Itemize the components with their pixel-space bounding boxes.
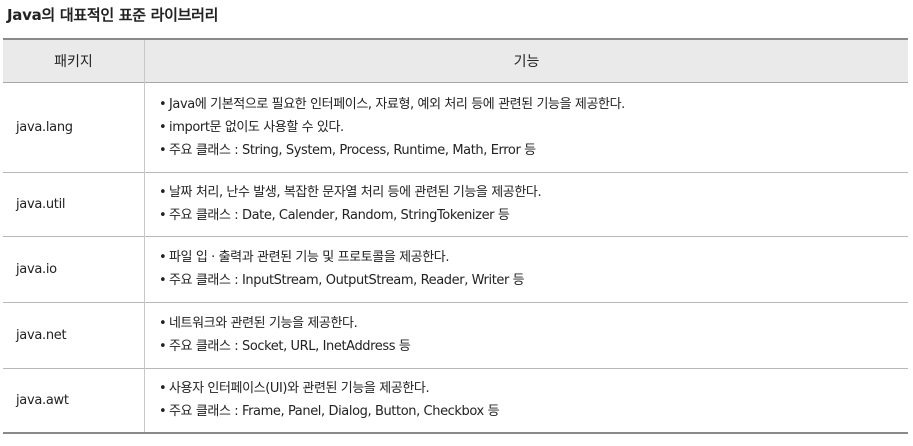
function-cell: • 파일 입 · 출력과 관련된 기능 및 프로토콜을 제공한다. • 주요 클래스… — [145, 236, 909, 302]
list-item: • Java에 기본적으로 필요한 인터페이스, 자료형, 예외 처리 등에 관련… — [159, 93, 908, 116]
package-name: java.util — [3, 172, 145, 236]
bullet-icon: • — [159, 339, 167, 354]
list-item: • import문 없이도 사용할 수 있다. — [159, 116, 908, 139]
package-name: java.net — [3, 302, 145, 368]
bullet-icon: • — [159, 208, 167, 223]
list-item: • 네트워크와 관련된 기능을 제공한다. — [159, 312, 908, 335]
list-item: • 사용자 인터페이스(UI)와 관련된 기능을 제공한다. — [159, 377, 908, 400]
list-item-text: 날짜 처리, 난수 발생, 복잡한 문자열 처리 등에 관련된 기능을 제공한다… — [169, 185, 542, 200]
bullet-icon: • — [159, 404, 167, 420]
page-title: Java의 대표적인 표준 라이브러리 — [7, 6, 219, 24]
list-item-text: 네트워크와 관련된 기능을 제공한다. — [169, 316, 358, 331]
list-item: • 주요 클래스 : Frame, Panel, Dialog, Button, … — [159, 400, 908, 423]
bullet-icon: • — [159, 381, 167, 397]
function-list: • Java에 기본적으로 필요한 인터페이스, 자료형, 예외 처리 등에 관련… — [159, 93, 908, 162]
function-list: • 날짜 처리, 난수 발생, 복잡한 문자열 처리 등에 관련된 기능을 제공한… — [159, 181, 908, 227]
table-row: java.lang • Java에 기본적으로 필요한 인터페이스, 자료형, 예… — [3, 82, 908, 172]
bullet-icon: • — [159, 142, 167, 158]
header-row: 패키지 기능 — [3, 39, 908, 82]
function-cell: • 사용자 인터페이스(UI)와 관련된 기능을 제공한다. • 주요 클래스 : … — [145, 368, 909, 433]
list-item-text: 주요 클래스 : InputStream, OutputStream, Read… — [169, 273, 525, 288]
function-cell: • 날짜 처리, 난수 발생, 복잡한 문자열 처리 등에 관련된 기능을 제공한… — [145, 172, 909, 236]
package-name: java.lang — [3, 82, 145, 172]
library-table: 패키지 기능 java.lang • Java에 기본적으로 필요한 인터페이스,… — [3, 38, 908, 434]
header-package: 패키지 — [3, 39, 145, 82]
function-list: • 사용자 인터페이스(UI)와 관련된 기능을 제공한다. • 주요 클래스 : … — [159, 377, 908, 423]
list-item-text: 파일 입 · 출력과 관련된 기능 및 프로토콜을 제공한다. — [169, 250, 450, 265]
list-item-text: import문 없이도 사용할 수 있다. — [169, 119, 344, 135]
list-item-text: 주요 클래스 : Socket, URL, InetAddress 등 — [169, 339, 411, 354]
list-item: • 주요 클래스 : Socket, URL, InetAddress 등 — [159, 335, 908, 358]
list-item-text: 주요 클래스 : Frame, Panel, Dialog, Button, C… — [169, 404, 500, 420]
bullet-icon: • — [159, 96, 167, 112]
function-cell: • Java에 기본적으로 필요한 인터페이스, 자료형, 예외 처리 등에 관련… — [145, 82, 909, 172]
list-item: • 날짜 처리, 난수 발생, 복잡한 문자열 처리 등에 관련된 기능을 제공한… — [159, 181, 908, 204]
list-item-text: Java에 기본적으로 필요한 인터페이스, 자료형, 예외 처리 등에 관련된… — [169, 96, 625, 112]
function-cell: • 네트워크와 관련된 기능을 제공한다. • 주요 클래스 : Socket, U… — [145, 302, 909, 368]
list-item-text: 사용자 인터페이스(UI)와 관련된 기능을 제공한다. — [169, 381, 430, 397]
list-item-text: 주요 클래스 : String, System, Process, Runtim… — [169, 142, 536, 158]
bullet-icon: • — [159, 273, 167, 288]
bullet-icon: • — [159, 316, 167, 331]
function-list: • 파일 입 · 출력과 관련된 기능 및 프로토콜을 제공한다. • 주요 클래스… — [159, 246, 908, 292]
list-item: • 주요 클래스 : Date, Calender, Random, String… — [159, 204, 908, 227]
list-item: • 주요 클래스 : String, System, Process, Runti… — [159, 139, 908, 162]
header-function: 기능 — [513, 53, 540, 70]
list-item: • 주요 클래스 : InputStream, OutputStream, Rea… — [159, 269, 908, 292]
bullet-icon: • — [159, 119, 167, 135]
list-item-text: 주요 클래스 : Date, Calender, Random, StringT… — [169, 208, 510, 223]
function-list: • 네트워크와 관련된 기능을 제공한다. • 주요 클래스 : Socket, U… — [159, 312, 908, 358]
list-item: • 파일 입 · 출력과 관련된 기능 및 프로토콜을 제공한다. — [159, 246, 908, 269]
table-header: 패키지 기능 — [3, 39, 908, 82]
bullet-icon: • — [159, 250, 167, 265]
table-body: java.lang • Java에 기본적으로 필요한 인터페이스, 자료형, 예… — [3, 82, 908, 433]
bullet-icon: • — [159, 185, 167, 200]
package-name: java.io — [3, 236, 145, 302]
package-name: java.awt — [3, 368, 145, 433]
table-row: java.net • 네트워크와 관련된 기능을 제공한다. • 주요 클래스 : … — [3, 302, 908, 368]
table-row: java.awt • 사용자 인터페이스(UI)와 관련된 기능을 제공한다. •… — [3, 368, 908, 433]
table-row: java.util • 날짜 처리, 난수 발생, 복잡한 문자열 처리 등에 관… — [3, 172, 908, 236]
table-row: java.io • 파일 입 · 출력과 관련된 기능 및 프로토콜을 제공한다.… — [3, 236, 908, 302]
